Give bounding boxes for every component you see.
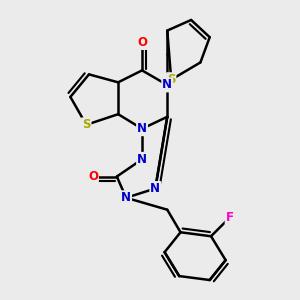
- Text: O: O: [137, 36, 147, 49]
- Text: S: S: [82, 118, 91, 131]
- Text: O: O: [88, 170, 98, 183]
- Text: S: S: [167, 73, 176, 86]
- Text: N: N: [121, 191, 131, 204]
- Text: N: N: [162, 79, 172, 92]
- Text: N: N: [137, 153, 147, 166]
- Text: N: N: [137, 122, 147, 135]
- Text: F: F: [226, 211, 234, 224]
- Text: N: N: [150, 182, 160, 195]
